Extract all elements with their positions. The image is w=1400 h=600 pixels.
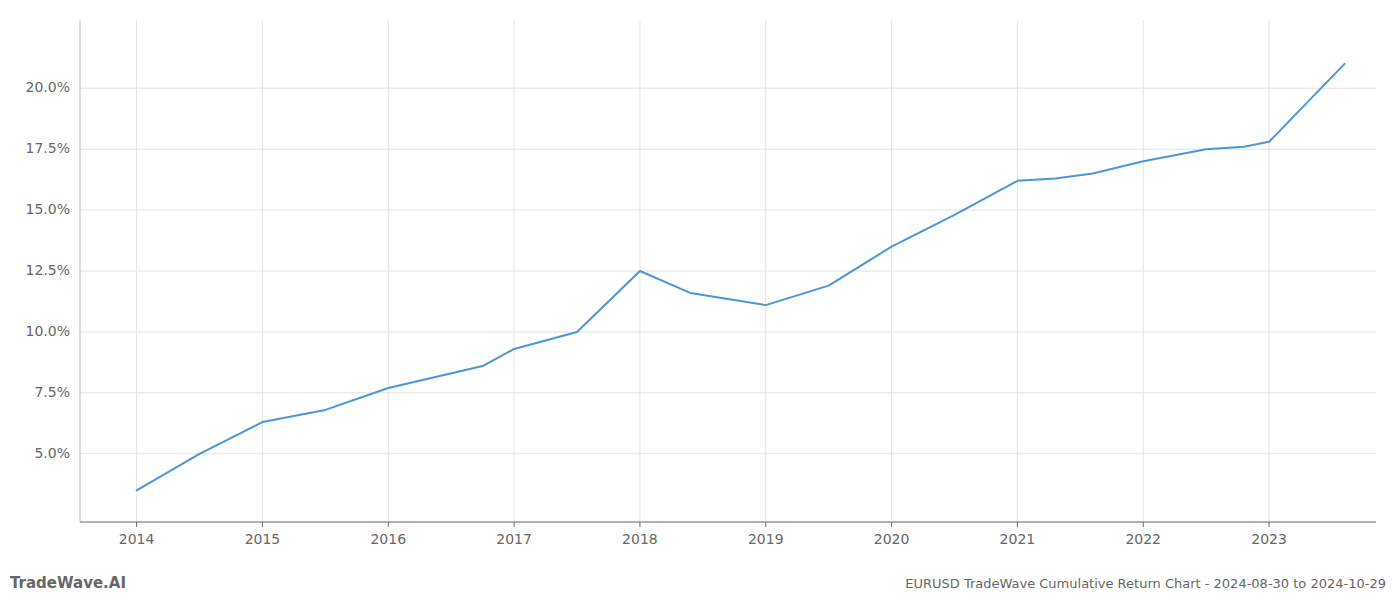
x-tick-mark (1017, 522, 1018, 527)
x-tick-mark (891, 522, 892, 527)
chart: 5.0% 7.5% 10.0% 12.5% 15.0% 17.5% 20.0% 2014 201… (0, 0, 1400, 600)
y-grid-line (80, 149, 1376, 150)
x-grid-line (262, 20, 263, 522)
x-tick-mark (639, 522, 640, 527)
x-grid-line (136, 20, 137, 522)
x-tick-label: 2015 (245, 531, 281, 547)
y-axis-line (80, 20, 81, 522)
x-tick-mark (1269, 522, 1270, 527)
x-tick-label: 2022 (1125, 531, 1161, 547)
x-tick-mark (765, 522, 766, 527)
x-tick-label: 2018 (622, 531, 658, 547)
x-tick-label: 2016 (370, 531, 406, 547)
x-grid-line (514, 20, 515, 522)
grid (80, 20, 1376, 522)
x-grid-line (1143, 20, 1144, 522)
x-tick-label: 2021 (1000, 531, 1036, 547)
y-tick-label: 15.0% (26, 201, 70, 217)
x-tick-label: 2017 (496, 531, 532, 547)
y-tick-label: 5.0% (34, 445, 70, 461)
x-tick-mark (1143, 522, 1144, 527)
plot-area (137, 64, 1345, 490)
x-tick-label: 2019 (748, 531, 784, 547)
x-grid-line (891, 20, 892, 522)
x-tick-mark (388, 522, 389, 527)
y-tick-label: 7.5% (34, 384, 70, 400)
background (0, 0, 1400, 600)
y-tick-label: 10.0% (26, 323, 70, 339)
x-axis-line (80, 522, 1376, 523)
page: {"chart_data": { "type": "line", "title"… (0, 0, 1400, 600)
x-tick-label: 2023 (1251, 531, 1287, 547)
y-tick-label: 12.5% (26, 262, 70, 278)
x-grid-line (1017, 20, 1018, 522)
x-grid-line (388, 20, 389, 522)
data-line (137, 64, 1345, 490)
y-tick-label: 17.5% (26, 140, 70, 156)
y-grid-line (80, 210, 1376, 211)
x-tick-mark (262, 522, 263, 527)
y-grid-line (80, 271, 1376, 272)
y-tick-label: 20.0% (26, 79, 70, 95)
y-grid-line (80, 453, 1376, 454)
x-grid-line (1269, 20, 1270, 522)
y-grid-line (80, 392, 1376, 393)
x-tick-label: 2014 (119, 531, 155, 547)
title: EURUSD TradeWave Cumulative Return Chart… (905, 576, 1386, 591)
x-grid-line (765, 20, 766, 522)
x-tick-mark (136, 522, 137, 527)
axes: 5.0% 7.5% 10.0% 12.5% 15.0% 17.5% 20.0% 2014 201… (26, 20, 1376, 547)
x-tick-mark (514, 522, 515, 527)
watermark: TradeWave.AI (10, 574, 126, 592)
x-tick-label: 2020 (874, 531, 910, 547)
y-grid-line (80, 88, 1376, 89)
y-grid-line (80, 331, 1376, 332)
